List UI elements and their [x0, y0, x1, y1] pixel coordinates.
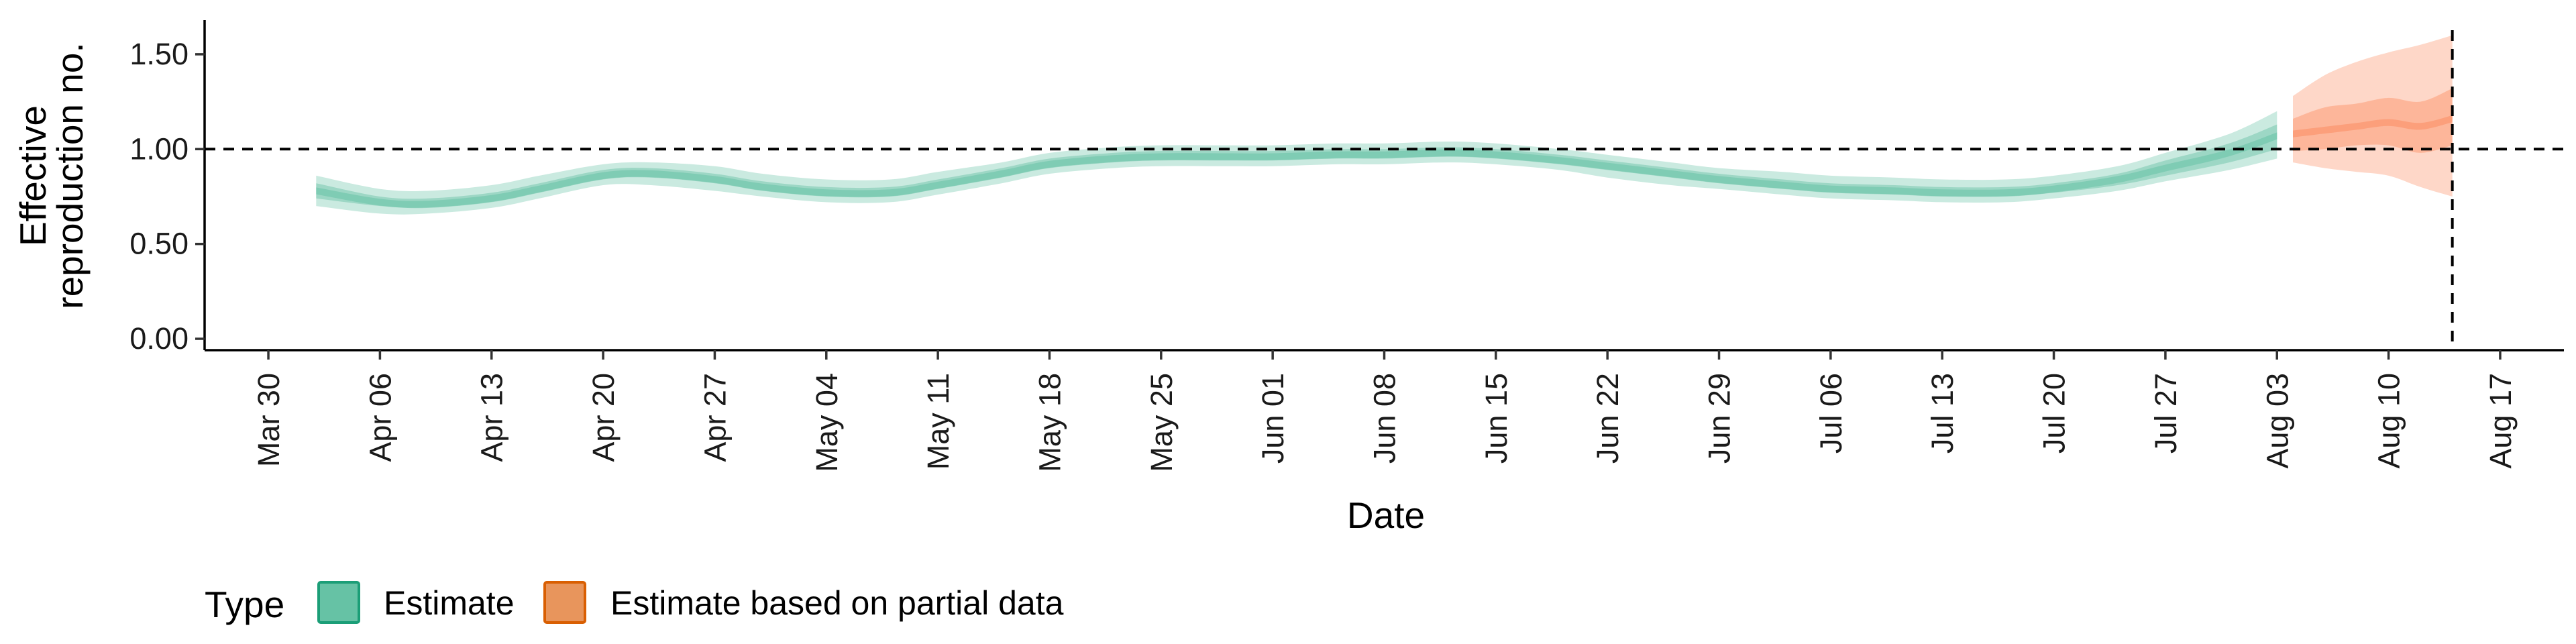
y-tick-label: 1.00 — [129, 131, 189, 166]
legend-key-estimate — [317, 581, 360, 624]
x-tick-label: Jun 08 — [1368, 373, 1402, 464]
x-tick-label: Apr 20 — [586, 373, 621, 462]
x-tick-label: Apr 06 — [363, 373, 397, 462]
y-tick-label: 0.00 — [129, 321, 189, 356]
ribbons-layer — [316, 35, 2453, 215]
x-tick-label: Jun 29 — [1703, 373, 1737, 464]
x-tick-label: Jun 01 — [1256, 373, 1290, 464]
x-tick-label: Jun 22 — [1591, 373, 1625, 464]
ribbon-outer-partial — [2293, 35, 2453, 197]
legend-label-estimate: Estimate — [384, 584, 515, 622]
ribbon-median-partial — [2293, 115, 2453, 138]
y-tick-label: 0.50 — [129, 227, 189, 261]
reference-lines — [205, 30, 2564, 350]
x-tick-label: May 18 — [1033, 373, 1067, 472]
x-tick-label: Aug 03 — [2260, 373, 2294, 469]
x-tick-label: Jul 20 — [2037, 373, 2072, 453]
axes-layer: 0.00 0.50 1.00 1.50 Mar 30 Apr 06 Apr 13 Apr 20… — [129, 20, 2564, 472]
y-axis-title-line-2: reproduction no. — [49, 42, 91, 309]
legend-label-partial: Estimate based on partial data — [610, 584, 1064, 622]
x-tick-label: Jul 13 — [1925, 373, 1960, 453]
ribbon-median-estimate — [316, 132, 2277, 208]
x-tick-label: Apr 13 — [475, 373, 509, 462]
x-tick-label: Jul 27 — [2149, 373, 2183, 453]
x-tick-label: Jun 15 — [1479, 373, 1513, 464]
legend-key-partial — [543, 581, 586, 624]
legend-title: Type — [205, 584, 284, 625]
x-tick-label: Jul 06 — [1814, 373, 1848, 453]
x-tick-label: Apr 27 — [698, 373, 732, 462]
ribbon-outer-estimate — [316, 111, 2277, 215]
x-axis-title: Date — [1347, 494, 1425, 536]
x-tick-label: Aug 17 — [2483, 373, 2518, 469]
y-axis-title-line-1: Effective — [12, 105, 54, 246]
x-tick-label: May 25 — [1144, 373, 1179, 472]
y-tick-label: 1.50 — [129, 37, 189, 71]
x-tick-label: May 11 — [921, 373, 955, 470]
x-tick-label: Mar 30 — [252, 373, 286, 467]
x-tick-label: May 04 — [810, 373, 844, 472]
legend: Type Estimate Estimate based on partial … — [205, 581, 1064, 625]
x-tick-label: Aug 10 — [2372, 373, 2406, 469]
